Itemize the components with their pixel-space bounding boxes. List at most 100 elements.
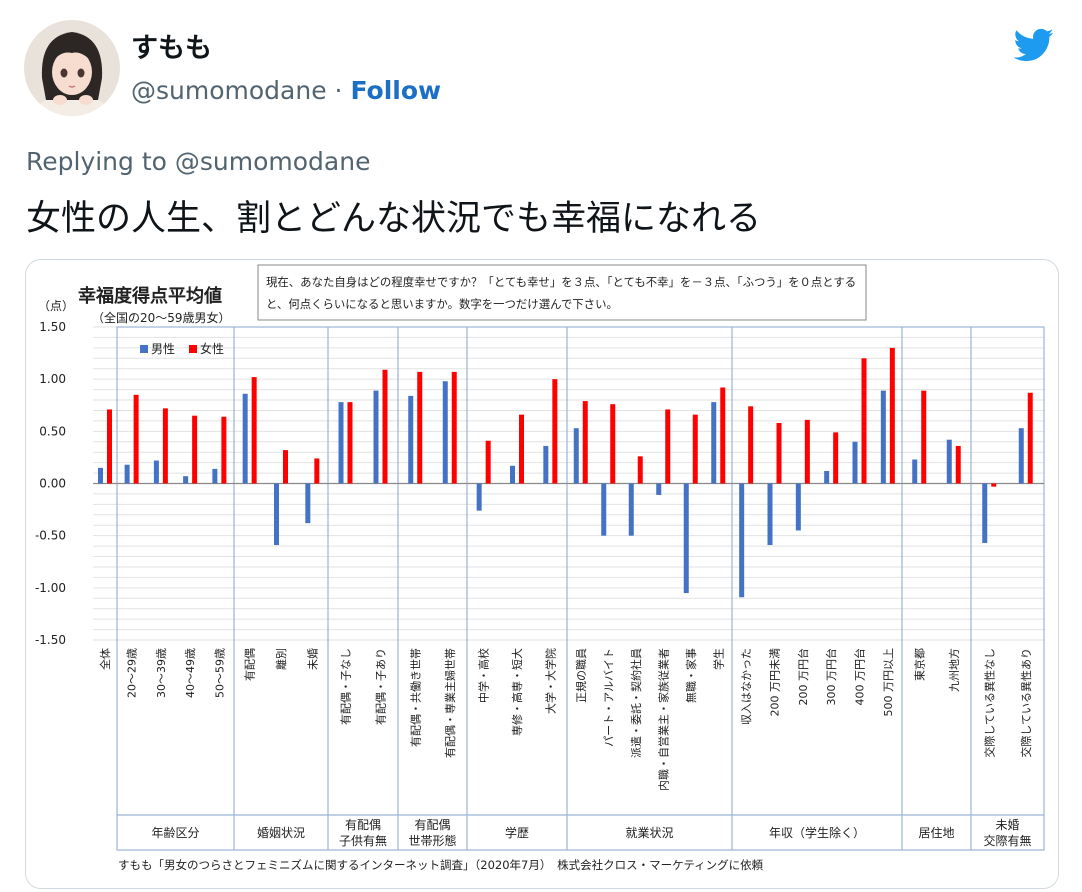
bar-female — [665, 409, 671, 484]
bar-female — [552, 379, 558, 484]
bar-male — [656, 483, 662, 495]
question-box — [257, 264, 867, 321]
replying-to-label: Replying to @sumomodane — [26, 147, 371, 176]
bar-female — [283, 450, 288, 484]
bar-male — [124, 464, 130, 484]
category-label: 20～29歳 — [126, 648, 139, 698]
category-label: 正規の職員 — [574, 648, 588, 703]
category-label: 九州地方 — [947, 648, 961, 692]
bar-male — [982, 483, 988, 543]
twitter-bird-icon[interactable] — [1009, 24, 1057, 66]
bar-male — [183, 476, 189, 484]
bar-male — [683, 483, 689, 594]
bar-male — [510, 465, 515, 484]
group-label: 年収（学生除く） — [769, 825, 865, 840]
bar-female — [451, 371, 457, 484]
bar-male — [98, 467, 103, 484]
bar-male — [946, 439, 952, 484]
bar-female — [889, 347, 895, 484]
category-label: 有配偶・子なし — [339, 648, 353, 725]
bar-male — [601, 483, 607, 536]
bar-female — [921, 390, 927, 484]
group-label: 年齢区分 — [151, 825, 199, 840]
bar-female — [417, 371, 423, 484]
category-label: 内職・自営業主・家族従業者 — [656, 648, 670, 791]
bar-male — [442, 381, 448, 484]
category-label: 有配偶・専業主婦世帯 — [443, 648, 457, 758]
chart-title: 幸福度得点平均値 — [78, 285, 222, 307]
bar-female — [804, 419, 810, 484]
bar-male — [795, 483, 801, 531]
chart-source: すもも「男女のつらさとフェミニズムに関するインターネット調査」（2020年7月）… — [118, 858, 764, 872]
category-label: 大学・大学院 — [543, 648, 557, 714]
group-label: 交際有無 — [983, 833, 1031, 848]
bar-male — [739, 483, 745, 598]
bar-male — [212, 468, 218, 484]
legend-female-label: 女性 — [200, 341, 224, 356]
y-axis-label: （点） — [38, 299, 74, 313]
bar-male — [373, 390, 379, 484]
bar-male — [305, 483, 311, 524]
bar-female — [107, 409, 112, 484]
bar-male — [338, 402, 344, 484]
category-label: 40～49歳 — [184, 648, 197, 698]
tweet-text: 女性の人生、割とどんな状況でも幸福になれる — [26, 199, 762, 239]
bar-male — [824, 470, 830, 484]
y-tick-label: 0.00 — [39, 477, 66, 491]
category-label: 無職・家事 — [684, 648, 698, 703]
category-label: 有配偶・子あり — [374, 648, 388, 725]
bar-male — [573, 428, 579, 484]
y-tick-label: -0.50 — [35, 529, 66, 543]
group-label: 世帯形態 — [408, 833, 456, 848]
follow-button[interactable]: Follow — [350, 76, 442, 105]
category-label: 交際している異性なし — [982, 648, 996, 758]
category-label: 東京都 — [912, 648, 926, 681]
happiness-bar-chart: 1.50 1.00 0.50 0.00 -0.50 -1.00 -1.50 全体 20～29歳 3… — [26, 260, 1058, 888]
bar-male — [476, 483, 482, 511]
question-line-1: 現在、あなた自身はどの程度幸せですか？「とても幸せ」を３点、「とても不幸」を－３… — [266, 275, 856, 289]
plot-frame — [116, 326, 1045, 851]
legend-male-label: 男性 — [151, 342, 175, 356]
category-label: 収入はなかった — [740, 648, 753, 725]
bar-female — [991, 483, 997, 487]
category-label: 専修・高専・短大 — [510, 648, 524, 736]
category-label: 交際している異性あり — [1019, 648, 1033, 758]
category-label: 200 万円未満 — [769, 648, 782, 717]
category-label: 400 万円台 — [853, 648, 867, 706]
bar-female — [347, 402, 353, 484]
category-label: 有配偶・共働き世帯 — [408, 648, 422, 747]
bar-female — [833, 432, 839, 484]
category-label: パート・アルバイト — [602, 648, 615, 747]
category-label: 全体 — [98, 648, 112, 670]
display-name[interactable]: すもも — [131, 33, 212, 64]
legend-female-swatch — [189, 345, 197, 353]
avatar[interactable] — [24, 20, 120, 116]
group-label: 未婚 — [995, 818, 1019, 832]
group-label: 婚姻状況 — [257, 825, 305, 840]
group-label: 有配偶 — [345, 818, 381, 832]
category-label: 離別 — [274, 648, 288, 670]
group-label: 子供有無 — [339, 833, 387, 848]
group-label: 有配偶 — [414, 818, 450, 832]
bar-female — [1027, 392, 1033, 484]
bar-female — [637, 456, 643, 484]
bar-male — [852, 441, 858, 484]
category-label: 50～59歳 — [213, 648, 226, 698]
bar-male — [543, 445, 549, 484]
bar-female — [861, 358, 867, 484]
chart-card[interactable]: 1.50 1.00 0.50 0.00 -0.50 -1.00 -1.50 全体 20～29歳 3… — [25, 259, 1059, 889]
separator-dot: · — [334, 76, 343, 105]
bar-male — [153, 460, 159, 484]
category-label: 200 万円台 — [796, 648, 810, 706]
bar-female — [314, 458, 320, 484]
y-tick-label: -1.00 — [35, 581, 66, 595]
category-label: 500 万円以上 — [882, 648, 895, 717]
bar-male — [880, 390, 886, 484]
user-handle[interactable]: @sumomodane — [131, 76, 327, 105]
category-label: 学生 — [711, 648, 725, 670]
bar-female — [720, 387, 726, 484]
bar-female — [692, 414, 698, 484]
bar-male — [912, 459, 918, 484]
group-label: 居住地 — [918, 826, 954, 840]
bar-male — [711, 402, 717, 484]
